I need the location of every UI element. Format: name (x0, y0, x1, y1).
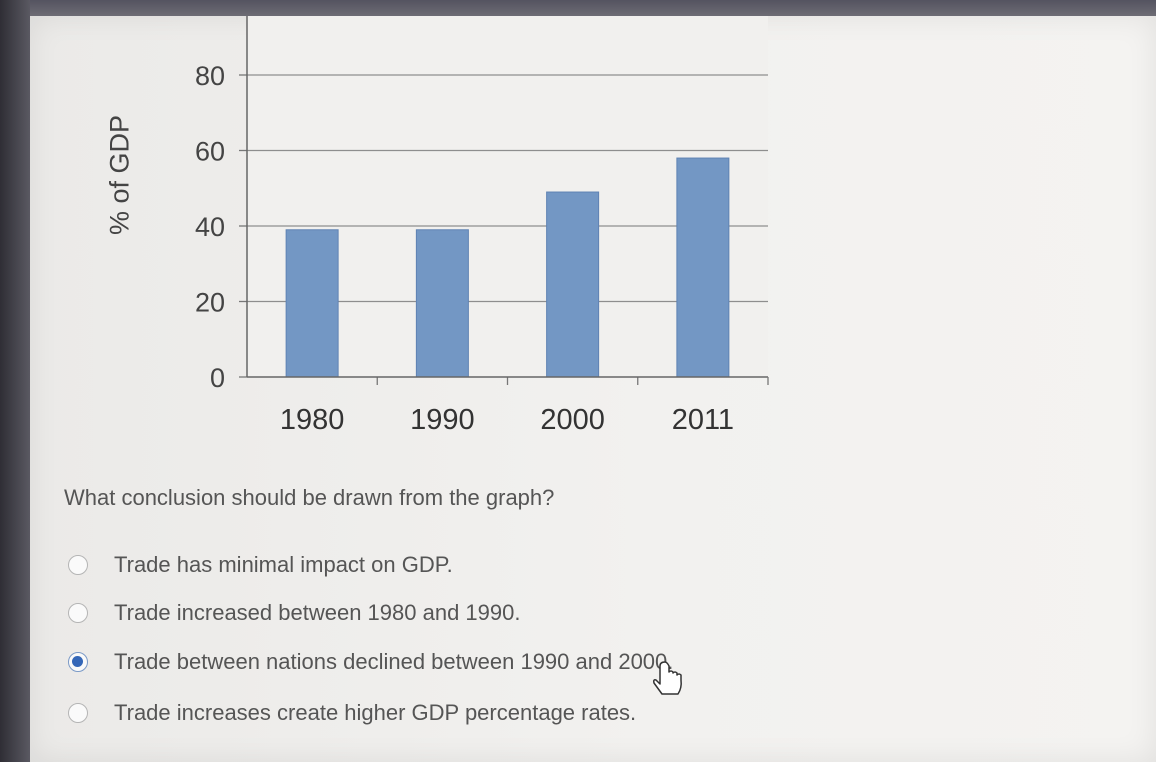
bar-1980 (285, 229, 339, 378)
x-tick-label: 2011 (672, 404, 734, 436)
option-4-label[interactable]: Trade increases create higher GDP percen… (114, 700, 637, 725)
x-tick-label: 2000 (540, 404, 605, 436)
y-tick-label: 0 (210, 363, 225, 393)
option-2-label[interactable]: Trade increased between 1980 and 1990. (114, 600, 521, 625)
option-4[interactable]: Trade increases create higher GDP percen… (68, 698, 636, 728)
hand-cursor-icon (653, 661, 682, 695)
option-1-label[interactable]: Trade has minimal impact on GDP. (114, 552, 453, 577)
bezel-left (0, 0, 30, 762)
y-tick-label: 20 (195, 288, 225, 318)
bezel-top (0, 0, 1156, 16)
bar-2000 (546, 191, 600, 378)
bar-1990 (415, 229, 469, 378)
radio-option-3[interactable] (68, 652, 88, 672)
radio-option-4[interactable] (68, 703, 88, 723)
radio-option-2[interactable] (68, 603, 88, 623)
radio-option-1[interactable] (68, 555, 88, 575)
bar-2011 (676, 157, 730, 378)
bar-chart: 0 20 40 60 80 1980 1990 2000 2011 (195, 16, 769, 436)
question-text: What conclusion should be drawn from the… (64, 485, 555, 510)
option-2[interactable]: Trade increased between 1980 and 1990. (68, 598, 520, 628)
option-3-label[interactable]: Trade between nations declined between 1… (114, 649, 674, 674)
y-axis-title: % of GDP (104, 114, 135, 236)
option-3[interactable]: Trade between nations declined between 1… (68, 647, 673, 677)
x-tick-label: 1990 (410, 404, 475, 436)
x-tick-label: 1980 (280, 404, 345, 436)
y-tick-label: 60 (195, 137, 225, 167)
option-1[interactable]: Trade has minimal impact on GDP. (68, 550, 453, 580)
y-tick-label: 40 (195, 212, 225, 242)
y-tick-label: 80 (195, 61, 225, 91)
